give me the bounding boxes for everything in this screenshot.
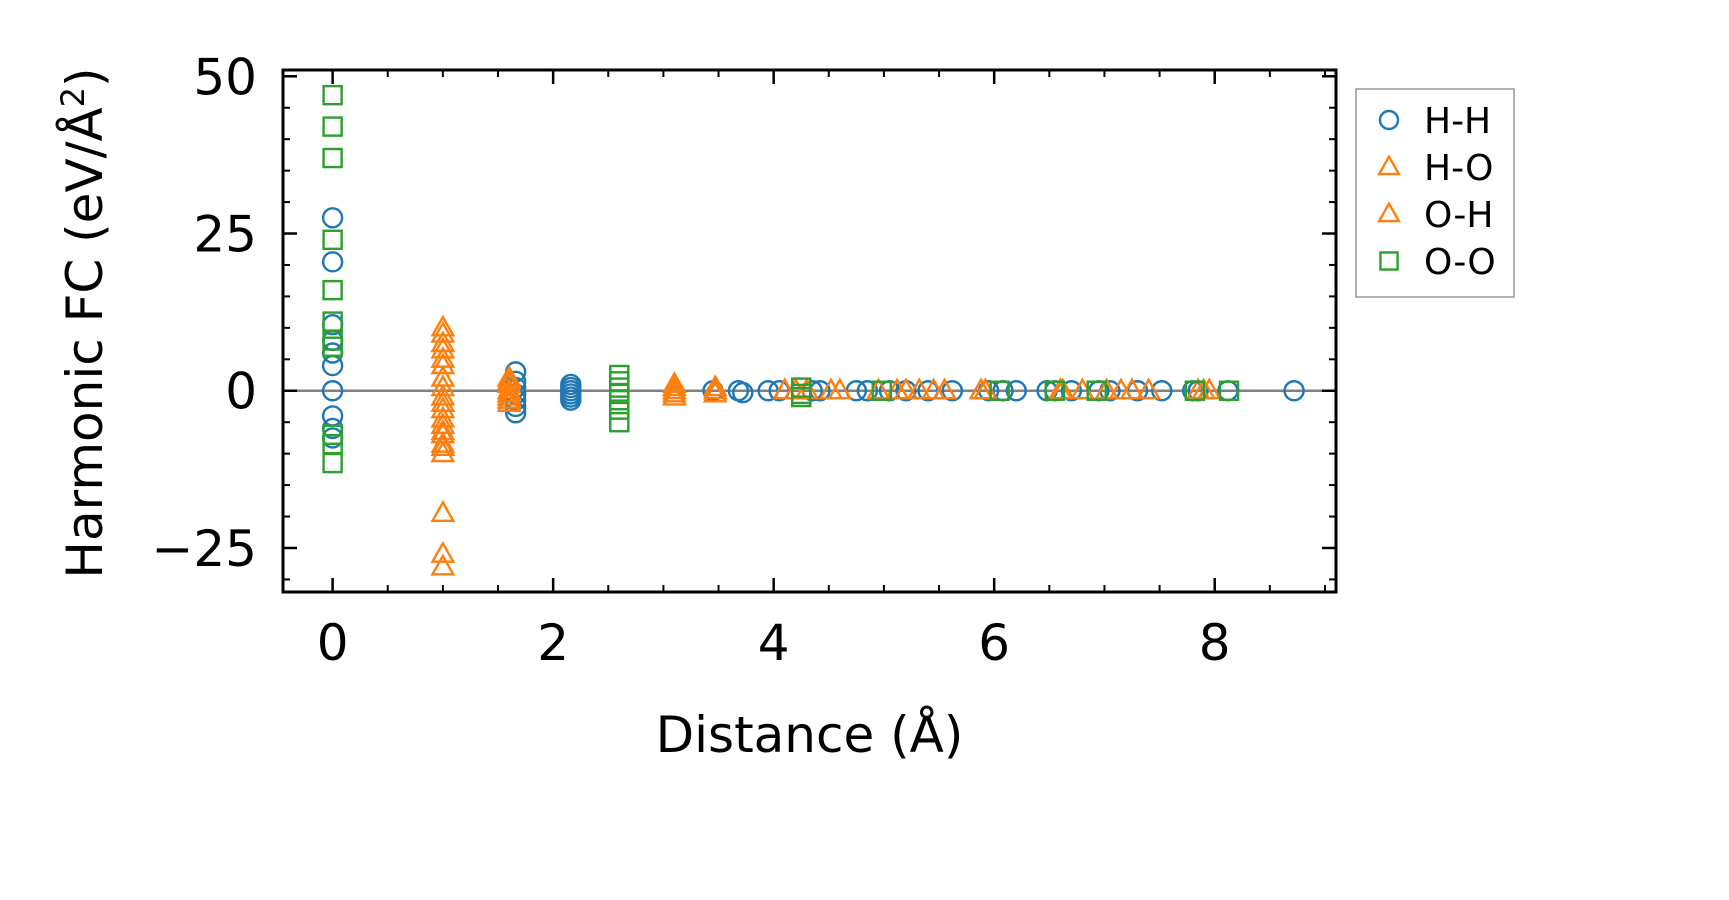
point-o-h	[1047, 377, 1073, 400]
point-h-o	[1136, 377, 1161, 400]
point-h-o	[661, 377, 687, 400]
legend-marker-o-h	[1377, 201, 1401, 223]
legend-marker-h-h	[1378, 109, 1400, 131]
point-o-h	[430, 320, 456, 343]
legend-label-o-o: O-O	[1424, 242, 1496, 283]
point-o-o	[322, 84, 343, 106]
point-h-h	[321, 207, 344, 229]
point-h-h	[321, 380, 344, 402]
point-o-h	[430, 418, 456, 441]
point-h-o	[430, 440, 456, 463]
point-o-o	[791, 386, 812, 408]
point-o-h	[430, 336, 456, 359]
y-tick-label: −25	[151, 520, 257, 578]
point-h-h	[1151, 380, 1173, 402]
point-o-h	[1108, 377, 1134, 400]
point-o-h	[496, 386, 522, 409]
point-h-h	[941, 380, 963, 402]
x-tick-label: 2	[537, 614, 569, 672]
y-axis-label-main: Harmonic FC (eV/Å	[56, 107, 114, 578]
point-h-h	[732, 381, 754, 404]
x-tick-label: 4	[758, 614, 790, 672]
legend-marker-h-o	[1377, 154, 1401, 176]
point-h-h	[1060, 380, 1083, 402]
point-o-h	[661, 380, 687, 403]
point-o-h	[921, 377, 946, 400]
x-tick-label: 8	[1199, 614, 1231, 672]
point-o-h	[968, 377, 994, 400]
y-axis-label: Harmonic FC (eV/Å2)	[54, 67, 114, 578]
point-o-h	[496, 380, 522, 403]
point-o-o	[1044, 380, 1066, 401]
legend: H-H H-O O-H O-O	[1355, 88, 1515, 298]
point-h-o	[430, 500, 456, 523]
points-layer	[321, 84, 1305, 576]
point-h-o	[430, 314, 456, 337]
point-o-o	[322, 116, 343, 137]
point-o-h	[893, 377, 919, 400]
y-axis-label-superscript: 2	[54, 87, 92, 107]
ticks-layer: 0 2 4 6 8 −25 0 25 50	[151, 48, 1336, 672]
point-h-o	[430, 553, 456, 576]
point-h-h	[560, 389, 582, 411]
point-o-o	[1086, 380, 1107, 401]
legend-label-h-o: H-O	[1424, 148, 1493, 189]
point-o-h	[430, 352, 456, 375]
point-o-o	[871, 380, 892, 401]
point-h-o	[496, 383, 522, 406]
point-h-h	[1283, 380, 1305, 402]
point-o-o	[322, 279, 343, 301]
point-h-o	[906, 377, 932, 400]
point-o-h	[430, 405, 456, 428]
point-o-o	[609, 411, 630, 433]
point-o-h	[702, 377, 728, 400]
x-tick-label: 0	[317, 614, 349, 672]
y-axis-label-close: )	[56, 67, 114, 87]
point-h-o	[430, 540, 456, 563]
point-h-o	[430, 396, 456, 419]
y-tick-label: 0	[225, 363, 257, 421]
plot-frame	[281, 68, 1338, 594]
point-o-o	[1218, 380, 1240, 401]
x-tick-label: 6	[978, 614, 1010, 672]
legend-label-h-h: H-H	[1424, 101, 1491, 142]
point-o-o	[609, 399, 630, 420]
series-o-o	[322, 84, 1240, 474]
point-o-o	[989, 380, 1010, 401]
legend-marker-o-o	[1379, 251, 1399, 271]
point-o-o	[1184, 380, 1206, 401]
legend-label-o-h: O-H	[1424, 195, 1493, 236]
point-o-o	[322, 229, 343, 251]
point-o-o	[322, 147, 343, 169]
point-h-o	[702, 374, 728, 397]
point-o-h	[430, 433, 456, 456]
y-tick-label: 50	[193, 48, 257, 106]
point-o-h	[827, 377, 853, 400]
point-o-o	[322, 452, 343, 474]
point-o-h	[430, 389, 456, 412]
point-h-h	[321, 251, 344, 273]
point-o-h	[430, 374, 456, 397]
point-h-h	[1005, 380, 1027, 402]
y-tick-label: 25	[193, 206, 257, 264]
point-o-h	[661, 374, 687, 397]
point-h-o	[661, 371, 687, 394]
point-h-o	[430, 430, 456, 453]
legend-box	[1355, 88, 1515, 298]
x-axis-label: Distance (Å)	[656, 706, 964, 764]
point-h-o	[702, 380, 728, 403]
point-o-o	[322, 336, 343, 357]
point-h-h	[856, 380, 879, 402]
